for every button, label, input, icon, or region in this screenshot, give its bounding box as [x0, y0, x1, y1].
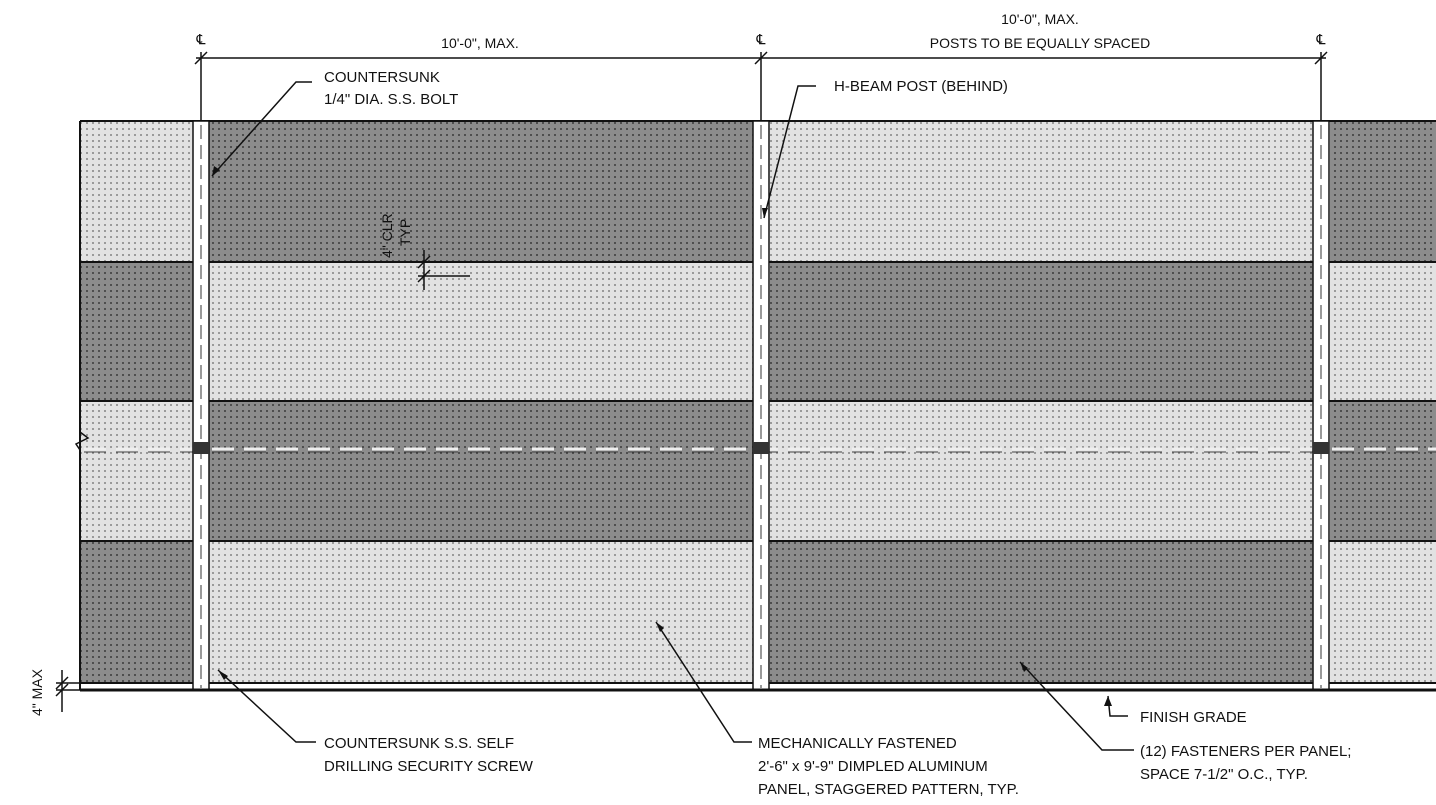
clearance-label-typ: TYP	[397, 219, 413, 246]
spacing-dimension-right: 10'-0", MAX.	[1001, 11, 1079, 27]
panel-callout-pattern: PANEL, STAGGERED PATTERN, TYP.	[758, 781, 1019, 798]
post	[1312, 120, 1330, 691]
screw-callout-detail: DRILLING SECURITY SCREW	[324, 758, 534, 775]
leader-arrows	[212, 166, 1112, 706]
panel	[1330, 263, 1436, 400]
panel-callout-size: 2'-6" x 9'-9" DIMPLED ALUMINUM	[758, 758, 988, 775]
panel	[770, 121, 1314, 261]
panel	[80, 542, 202, 682]
panel	[770, 402, 1314, 540]
dimension-lines	[194, 51, 1328, 121]
leaders	[211, 81, 1134, 751]
panel	[208, 402, 754, 540]
panel	[770, 542, 1314, 682]
bolt-callout-detail: 1/4" DIA. S.S. BOLT	[324, 91, 458, 108]
panel	[208, 542, 754, 682]
panels	[80, 121, 1436, 682]
fasteners-callout: (12) FASTENERS PER PANEL;	[1140, 743, 1351, 760]
panel	[80, 121, 202, 261]
bolt-callout: COUNTERSUNK	[324, 69, 440, 86]
spacing-note: POSTS TO BE EQUALLY SPACED	[930, 35, 1150, 51]
panel	[1330, 402, 1436, 540]
centerline-symbol: ℄	[196, 31, 206, 47]
panel	[1330, 542, 1436, 682]
max-gap-dimension	[55, 670, 80, 712]
clearance-dimension	[417, 250, 470, 290]
panel	[770, 263, 1314, 400]
centerline-symbol: ℄	[1316, 31, 1326, 47]
panel	[1330, 121, 1436, 261]
panel	[80, 263, 202, 400]
spacing-dimension-left: 10'-0", MAX.	[441, 35, 519, 51]
panel	[208, 121, 754, 261]
panel-callout: MECHANICALLY FASTENED	[758, 735, 957, 752]
grade-callout: FINISH GRADE	[1140, 709, 1247, 726]
screw-callout: COUNTERSUNK S.S. SELF	[324, 735, 514, 752]
post	[192, 120, 210, 691]
break-line-left	[74, 425, 90, 460]
panel	[80, 402, 202, 540]
post-callout: H-BEAM POST (BEHIND)	[834, 78, 1008, 95]
clearance-label: 4" CLR	[379, 213, 395, 258]
panel	[208, 263, 754, 400]
fasteners-callout-spacing: SPACE 7-1/2" O.C., TYP.	[1140, 766, 1308, 783]
max-gap-label: 4" MAX	[29, 668, 45, 716]
centerline-symbol: ℄	[756, 31, 766, 47]
